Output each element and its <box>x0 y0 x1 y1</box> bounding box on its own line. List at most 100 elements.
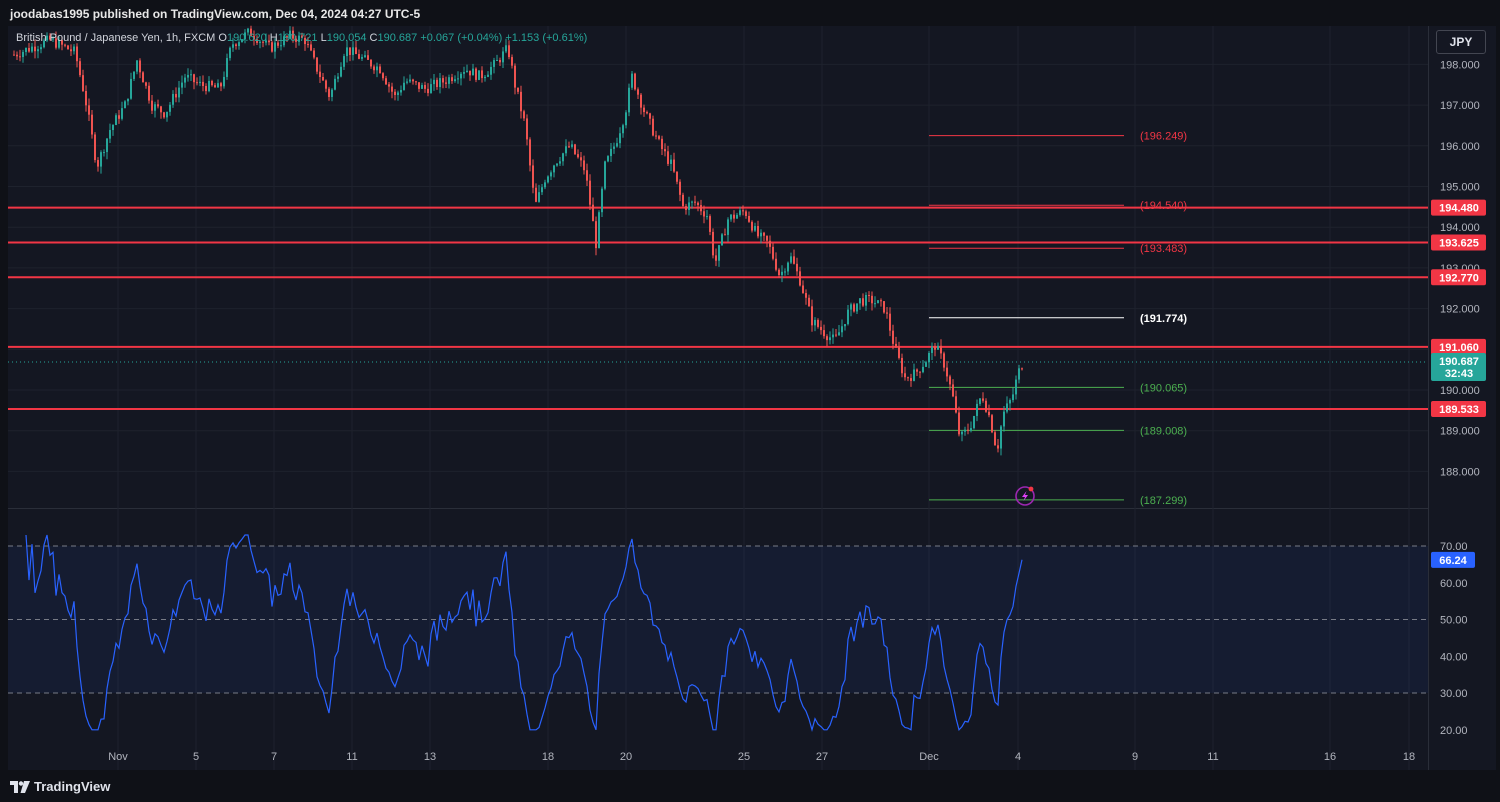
candle-body <box>961 431 963 435</box>
time-tick-label: 20 <box>620 751 632 763</box>
level-price-badge <box>1431 269 1486 286</box>
level-price-label: 194.480 <box>1439 203 1479 215</box>
candle-body <box>295 38 297 42</box>
candle-body <box>991 415 993 433</box>
lightning-alert-icon[interactable] <box>1015 486 1035 506</box>
candle-body <box>460 73 462 79</box>
time-tick-label: 13 <box>424 751 436 763</box>
rsi-tick-label: 20.00 <box>1440 725 1468 737</box>
candle-body <box>475 68 477 80</box>
candle-body <box>820 326 822 331</box>
price-tick-label: 190.000 <box>1440 385 1480 397</box>
time-tick-label: 9 <box>1132 751 1138 763</box>
candle-body <box>109 130 111 139</box>
rsi-line <box>25 534 1023 733</box>
candle-body <box>964 429 966 432</box>
candle-body <box>895 343 897 348</box>
candle-body <box>466 70 468 73</box>
candle-body <box>847 309 849 325</box>
candle-body <box>934 346 936 350</box>
candle-body <box>397 92 399 96</box>
candle-body <box>232 44 234 48</box>
candle-body <box>796 263 798 272</box>
projection-label: (191.774) <box>1140 313 1187 325</box>
price-tick-label: 197.000 <box>1440 100 1480 112</box>
candle-body <box>226 58 228 77</box>
change-value: +0.067 (+0.04%) <box>420 32 503 44</box>
candle-body <box>121 108 123 119</box>
candle-body <box>778 269 780 276</box>
rsi-value-badge <box>1431 551 1475 568</box>
candle-body <box>823 330 825 337</box>
price-scale[interactable] <box>1428 26 1496 770</box>
time-tick-label: 11 <box>346 751 357 763</box>
candle-body <box>262 41 264 43</box>
time-tick-label: 16 <box>1324 751 1336 763</box>
candle-body <box>541 187 543 193</box>
price-tick-label: 189.000 <box>1440 426 1480 438</box>
candle-body <box>640 94 642 108</box>
level-price-label: 192.770 <box>1439 272 1479 284</box>
candle-body <box>817 319 819 327</box>
chart-area[interactable] <box>8 26 1496 770</box>
candle-body <box>43 40 45 48</box>
candle-body <box>832 334 834 338</box>
candle-body <box>688 202 690 210</box>
candle-body <box>748 215 750 222</box>
projection-layer: (196.249) (194.540) (193.483) (191.774) (190… <box>929 131 1187 507</box>
candle-body <box>382 73 384 79</box>
candle-body <box>94 134 96 161</box>
candle-body <box>514 65 516 88</box>
candle-body <box>751 221 753 231</box>
candle-body <box>562 153 564 162</box>
pane-divider[interactable] <box>8 508 1428 509</box>
candle-body <box>526 118 528 140</box>
candle-body <box>151 100 153 111</box>
candle-body <box>787 262 789 272</box>
candle-body <box>745 211 747 216</box>
tradingview-logo-icon <box>10 780 30 793</box>
symbol-legend[interactable]: British Pound / Japanese Yen, 1h, FXCM O… <box>16 32 587 44</box>
candle-body <box>718 245 720 261</box>
candle-body <box>421 85 423 89</box>
candle-body <box>913 369 915 381</box>
candle-body <box>622 125 624 134</box>
candle-body <box>22 51 24 57</box>
candle-body <box>973 415 975 429</box>
candle-body <box>946 367 948 377</box>
time-tick-label: 27 <box>816 751 828 763</box>
candle-body <box>391 86 393 92</box>
candle-body <box>607 156 609 162</box>
candle-body <box>115 115 117 125</box>
price-tick-label: 196.000 <box>1440 141 1480 153</box>
candle-body <box>940 345 942 354</box>
high-label: H <box>269 32 278 44</box>
candle-body <box>781 271 783 276</box>
candle-body <box>208 80 210 92</box>
candle-body <box>67 45 69 50</box>
tradingview-logo[interactable]: TradingView <box>10 779 110 794</box>
price-tick-label: 195.000 <box>1440 182 1480 194</box>
candle-body <box>574 144 576 155</box>
candle-body <box>217 83 219 88</box>
candle-body <box>448 77 450 84</box>
candle-body <box>97 160 99 167</box>
candle-body <box>253 35 255 40</box>
candle-body <box>1012 394 1014 401</box>
candle-body <box>187 74 189 78</box>
badge-layer: 194.480 193.625 192.770 191.060 189.533 190.6… <box>1431 199 1486 568</box>
candle-body <box>412 79 414 82</box>
candle-body <box>304 37 306 45</box>
close-value: 190.687 <box>377 32 418 44</box>
candle-body <box>244 32 246 40</box>
candle-body <box>127 98 129 102</box>
candle-body <box>838 332 840 336</box>
candle-body <box>916 369 918 372</box>
time-tick-label: 5 <box>193 751 199 763</box>
currency-button[interactable]: JPY <box>1436 30 1486 54</box>
candle-body <box>931 346 933 353</box>
rsi-layer <box>25 534 1023 733</box>
candle-body <box>223 76 225 87</box>
candle-body <box>469 70 471 76</box>
